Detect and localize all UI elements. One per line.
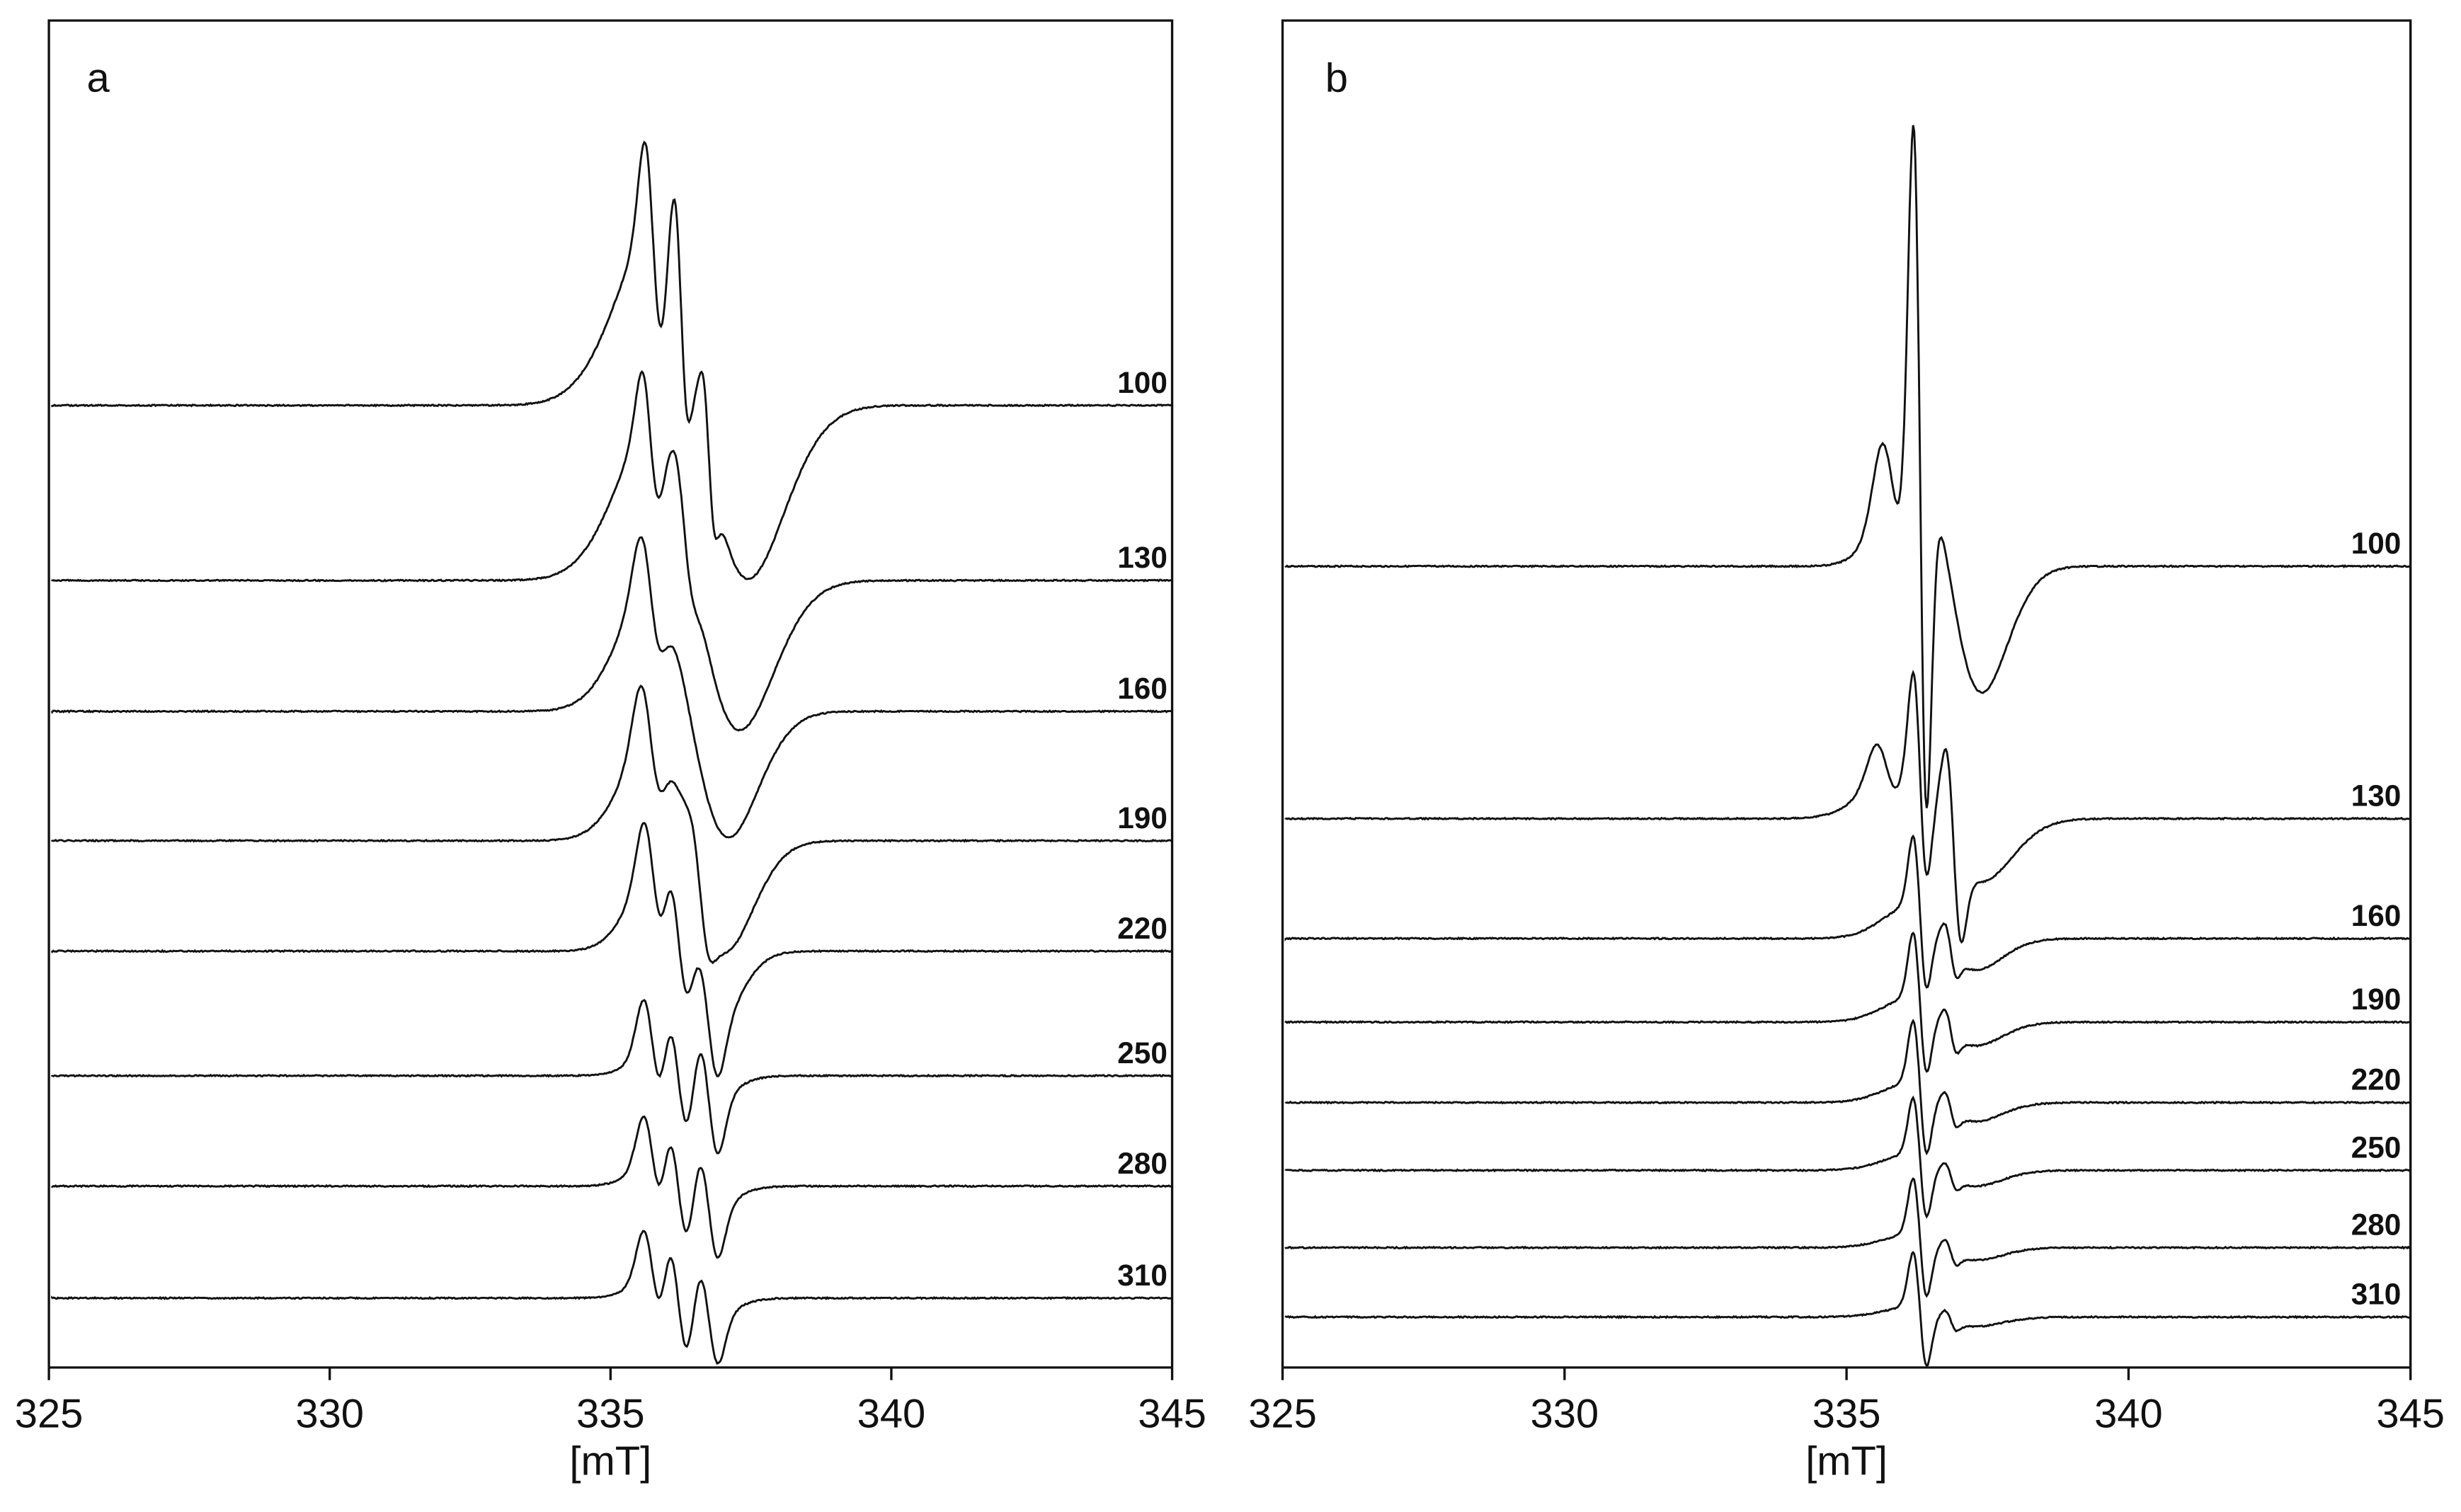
trace-250	[51, 999, 1173, 1155]
trace-130	[1284, 670, 2411, 944]
trace-160	[1284, 834, 2411, 989]
trace-label-280: 280	[2351, 1208, 2402, 1242]
trace-label-250: 250	[2351, 1131, 2402, 1164]
trace-label-190: 190	[2351, 983, 2402, 1016]
x-axis-label: [mT]	[569, 1438, 651, 1484]
trace-label-190: 190	[1117, 801, 1167, 835]
trace-label-220: 220	[1117, 912, 1167, 945]
plot-frame	[1281, 19, 2412, 1368]
x-tick-label: 345	[1138, 1392, 1206, 1437]
trace-label-280: 280	[1117, 1147, 1167, 1180]
trace-label-130: 130	[1117, 541, 1167, 574]
x-tick-label: 325	[15, 1392, 84, 1437]
trace-220	[51, 822, 1172, 1077]
trace-250	[1284, 1095, 2411, 1219]
x-axis-label: [mT]	[1805, 1438, 1888, 1484]
trace-310	[1284, 1250, 2411, 1368]
x-tick-label: 345	[2376, 1392, 2445, 1437]
trace-190	[51, 685, 1173, 965]
trace-160	[51, 536, 1172, 839]
trace-130	[51, 370, 1173, 732]
trace-label-220: 220	[2351, 1063, 2402, 1096]
x-tick-label: 340	[2094, 1392, 2163, 1437]
x-tick-label: 330	[295, 1392, 364, 1437]
trace-220	[1284, 1019, 2411, 1156]
trace-label-100: 100	[1117, 366, 1167, 399]
x-tick-label: 340	[857, 1392, 926, 1437]
x-tick-label: 325	[1248, 1392, 1317, 1437]
plot-frame	[47, 19, 1174, 1368]
panel-letter: b	[1325, 55, 1348, 101]
trace-100	[1284, 125, 2411, 808]
panel-b: 325 330 335 340 345 [mT] b 100 130 160 190 220 250 28…	[1248, 19, 2445, 1484]
trace-label-130: 130	[2351, 779, 2402, 813]
trace-280	[1284, 1177, 2411, 1298]
trace-label-160: 160	[2351, 899, 2402, 932]
trace-label-250: 250	[1117, 1036, 1167, 1070]
trace-310	[51, 1230, 1173, 1365]
trace-190	[1284, 932, 2411, 1073]
panel-a: 325 330 335 340 345 [mT] a 100 130 160 190 220 250 28…	[15, 19, 1206, 1484]
trace-280	[51, 1115, 1172, 1259]
trace-label-160: 160	[1117, 672, 1167, 705]
trace-label-310: 310	[2351, 1278, 2402, 1311]
trace-label-100: 100	[2351, 527, 2402, 560]
panel-letter: a	[87, 55, 110, 101]
x-tick-label: 335	[1812, 1392, 1881, 1437]
x-tick-label: 330	[1531, 1392, 1599, 1437]
x-tick-label: 335	[576, 1392, 645, 1437]
trace-100	[51, 140, 1172, 580]
trace-label-310: 310	[1117, 1259, 1167, 1292]
